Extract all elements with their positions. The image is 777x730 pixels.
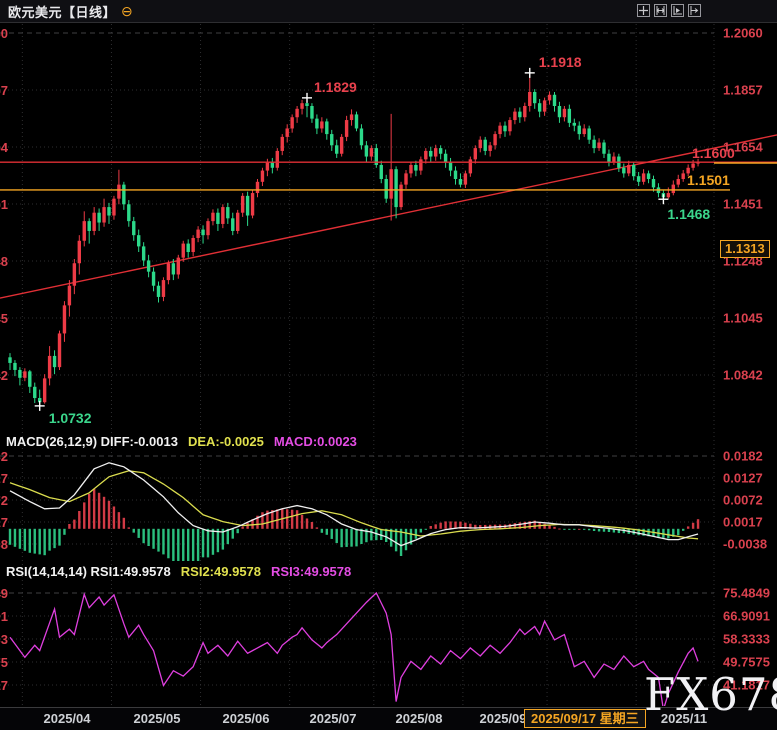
clipped-price-label: -0.0038 [0, 537, 8, 551]
pan-right-icon[interactable] [688, 4, 701, 17]
price-tick-label: 1.0842 [723, 367, 763, 383]
month-label: 2025/04 [43, 711, 91, 726]
clipped-price-label: 1.2060 [0, 25, 8, 40]
rsi1-value: RSI(14,14,14) RSI1:49.9578 [6, 564, 171, 579]
toolbar [637, 4, 701, 17]
rsi-tick-label: 49.7575 [723, 654, 770, 670]
clipped-price-label: 0.0127 [0, 471, 8, 485]
rsi-tick-label: 41.1817 [723, 677, 770, 693]
price-annotation: 1.1468 [667, 206, 710, 222]
price-tick-label: 1.2060 [723, 25, 763, 41]
clipped-price-label: 1.1654 [0, 140, 8, 154]
rsi3-value: RSI3:49.9578 [271, 564, 352, 579]
macd-header: MACD(26,12,9) DIFF:-0.0013 DEA:-0.0025 MAC… [6, 434, 357, 449]
crosshair-date-box: 2025/09/17 星期三 [524, 709, 646, 728]
price-annotation: 1.0732 [49, 410, 92, 426]
macd-histogram [8, 488, 700, 561]
rsi2-value: RSI2:49.9578 [180, 564, 262, 579]
macd-diff-value: MACD(26,12,9) DIFF:-0.0013 [6, 434, 178, 449]
macd-tick-label: 0.0017 [723, 514, 763, 530]
x-axis-bar: 2025/04 2025/05 2025/06 2025/07 2025/08 2025/… [0, 707, 777, 730]
clipped-price-label: 0.0182 [0, 449, 8, 463]
clipped-price-label: 1.1857 [0, 82, 8, 97]
clipped-price-label: 1.1451 [0, 197, 8, 211]
price-annotation: 1.1918 [539, 54, 582, 70]
macd-tick-label: 0.0182 [723, 448, 763, 464]
macd-hist-value: MACD:0.0023 [273, 434, 357, 449]
month-label: 2025/07 [309, 711, 357, 726]
clipped-price-label: 0.0017 [0, 515, 8, 529]
extreme-markers: 1.1829 1.1918 1.1468 1.0732 1.1600 1.1501 [34, 54, 735, 426]
page-title: 欧元美元【日线】 [8, 4, 117, 20]
price-tick-label: 1.1654 [723, 139, 763, 155]
level-label-1.1600: 1.1600 [692, 145, 735, 161]
rsi-line [9, 591, 699, 706]
clipped-price-label: 1.1045 [0, 311, 8, 325]
macd-dea-value: DEA:-0.0025 [187, 434, 264, 449]
clipped-price-label: 75.4849 [0, 585, 8, 600]
rsi-tick-label: 66.9091 [723, 608, 770, 624]
month-label: 2025/11 [660, 711, 708, 726]
price-tick-label: 1.1451 [723, 196, 763, 212]
clipped-price-label: 58.3333 [0, 632, 8, 646]
month-label: 2025/08 [395, 711, 443, 726]
trendline [0, 134, 777, 299]
month-label: 2025/09 [479, 711, 527, 726]
collapse-indicator-icon[interactable]: ⊖ [121, 3, 133, 19]
month-label: 2025/06 [222, 711, 270, 726]
clipped-price-label: 49.7575 [0, 655, 8, 669]
rsi-header: RSI(14,14,14) RSI1:49.9578 RSI2:49.9578 RS… [6, 564, 351, 579]
month-label: 2025/05 [133, 711, 181, 726]
clipped-price-label: 41.1817 [0, 678, 8, 692]
fx678-watermark: FX678 [644, 668, 777, 721]
header-bar: 欧元美元【日线】 ⊖ [0, 0, 777, 23]
clipped-price-label: 1.1248 [0, 254, 8, 268]
crosshair-move-icon[interactable] [637, 4, 650, 17]
price-annotation: 1.1829 [314, 79, 357, 95]
macd-tick-label: 0.0072 [723, 492, 763, 508]
price-tick-label: 1.1045 [723, 310, 763, 326]
fit-vertical-icon[interactable] [671, 4, 684, 17]
diff-line [9, 462, 699, 547]
price-level-lines [0, 161, 777, 191]
rsi-tick-label: 75.4849 [723, 585, 770, 601]
clipped-price-label: 1.0842 [0, 368, 8, 382]
candlestick-series [8, 72, 700, 406]
clipped-price-label: 0.0072 [0, 493, 8, 507]
price-tick-label: 1.1857 [723, 82, 763, 98]
rsi-tick-label: 58.3333 [723, 631, 770, 647]
macd-tick-label: -0.0038 [723, 536, 768, 552]
alert-price-box: 1.1313 [720, 239, 770, 258]
clipped-price-label: 66.9091 [0, 608, 8, 623]
level-label-1.1501: 1.1501 [687, 172, 730, 188]
fit-horizontal-icon[interactable] [654, 4, 667, 17]
macd-tick-label: 0.0127 [723, 470, 763, 486]
